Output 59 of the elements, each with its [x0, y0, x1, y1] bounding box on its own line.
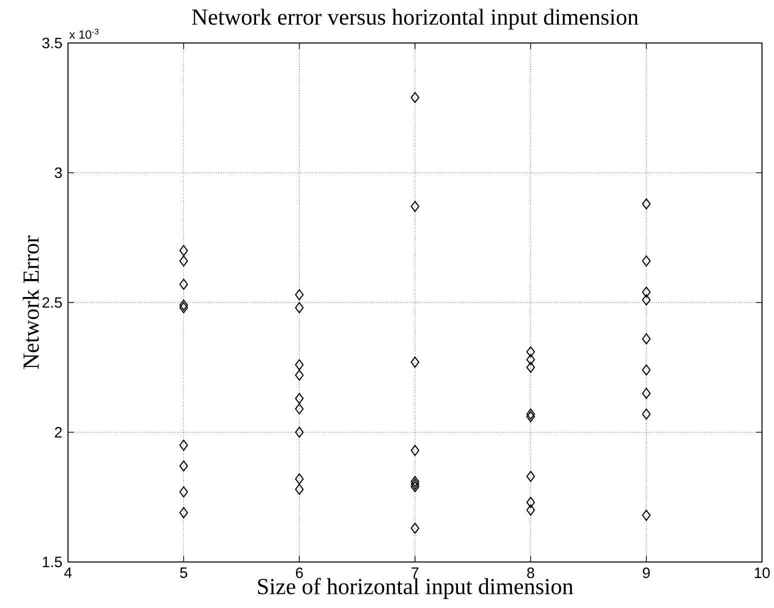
- point: [179, 278, 188, 290]
- point: [295, 370, 304, 381]
- point: [179, 245, 188, 256]
- y-tick-label: 2.5: [42, 297, 62, 308]
- point: [410, 356, 420, 368]
- point: [642, 255, 651, 267]
- x-tick-label: 6: [296, 568, 303, 578]
- point: [642, 364, 651, 376]
- point: [410, 200, 420, 212]
- x-tick-label: 9: [642, 568, 650, 578]
- y-axis-title: Network Error: [22, 236, 39, 369]
- point: [526, 504, 535, 516]
- x-tick-label: 8: [527, 568, 534, 578]
- point: [526, 408, 535, 420]
- point: [642, 294, 651, 306]
- point: [295, 426, 304, 438]
- point: [295, 473, 304, 485]
- point: [642, 333, 651, 344]
- point: [526, 496, 535, 508]
- point: [410, 478, 420, 490]
- point: [526, 470, 535, 482]
- point: [526, 346, 535, 358]
- x-tick-label: 4: [64, 568, 72, 578]
- y-tick-label: 3: [54, 167, 62, 178]
- point: [526, 411, 535, 422]
- point: [410, 481, 420, 492]
- point: [642, 198, 651, 210]
- point: [410, 92, 420, 104]
- point: [642, 388, 651, 399]
- chart-title: Network error versus horizontal input dimension: [192, 8, 638, 30]
- point: [295, 392, 304, 404]
- point: [410, 476, 420, 488]
- point: [295, 302, 304, 314]
- point: [526, 354, 535, 366]
- point: [179, 255, 188, 267]
- text: x 10$^{-3}$: [69, 28, 99, 39]
- point: [295, 359, 304, 370]
- point: [526, 362, 535, 373]
- point: [295, 484, 304, 495]
- point: [295, 403, 304, 414]
- x-tick-label: 5: [180, 568, 188, 578]
- point: [410, 444, 420, 456]
- point: [642, 286, 651, 298]
- point: [642, 408, 651, 420]
- point: [179, 507, 188, 518]
- x-tick-label: 7: [412, 568, 418, 578]
- y-tick-label: 1.5: [42, 556, 62, 568]
- point: [179, 486, 188, 498]
- x-tick-label: 10: [754, 568, 770, 578]
- point: [295, 289, 304, 300]
- point: [179, 300, 188, 311]
- y-tick-label: 3.5: [42, 38, 62, 48]
- point: [179, 302, 188, 314]
- point: [179, 460, 188, 472]
- x-axis-title: Size of horizontal input dimension: [258, 578, 574, 599]
- point: [410, 522, 420, 534]
- point: [642, 510, 651, 521]
- point: [179, 440, 188, 451]
- y-tick-label: 2: [54, 427, 62, 438]
